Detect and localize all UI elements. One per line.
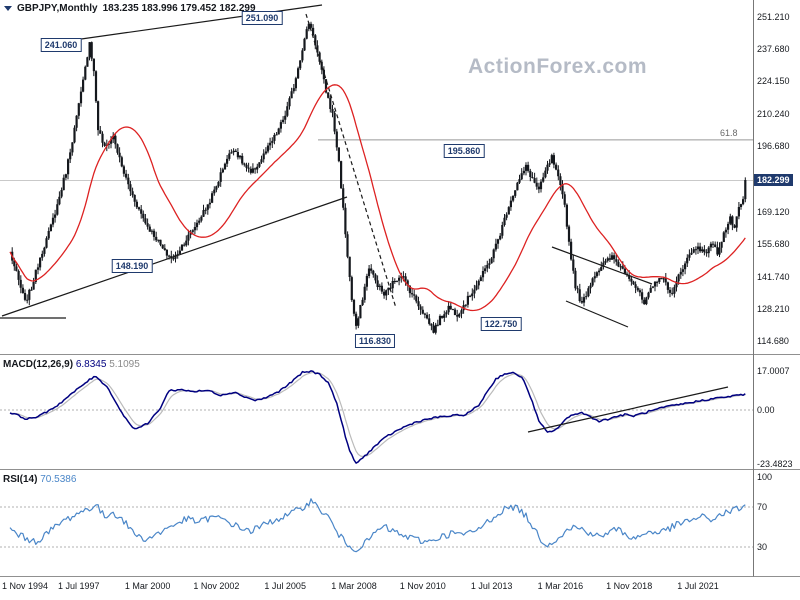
macd-signal-value: 5.1095 xyxy=(109,359,140,370)
rsi-indicator-label: RSI(14) 70.5386 xyxy=(3,474,76,485)
trendline[interactable] xyxy=(565,300,629,328)
macd-main-line xyxy=(9,370,746,464)
trendline[interactable] xyxy=(527,386,729,433)
ohlc-values: 183.235 183.996 179.452 182.299 xyxy=(102,3,256,14)
rsi-line xyxy=(9,498,746,553)
macd-name: MACD(12,26,9) xyxy=(3,359,74,370)
moving-average-line xyxy=(9,84,746,312)
symbol-timeframe-label: GBPJPY,Monthly xyxy=(17,3,98,14)
macd-indicator-label: MACD(12,26,9) 6.8345 5.1095 xyxy=(3,359,140,370)
chart-header: GBPJPY,Monthly 183.235 183.996 179.452 1… xyxy=(4,3,256,14)
candlestick-bodies xyxy=(11,23,747,333)
trendline[interactable] xyxy=(551,246,653,285)
rsi-name: RSI(14) xyxy=(3,474,38,485)
watermark-logo: ActionForex.com xyxy=(468,55,648,78)
trendline[interactable] xyxy=(305,13,397,309)
symbol-dropdown-icon[interactable] xyxy=(4,6,12,11)
trendline[interactable] xyxy=(1,196,348,317)
macd-main-value: 6.8345 xyxy=(75,359,107,370)
rsi-value: 70.5386 xyxy=(40,474,77,485)
